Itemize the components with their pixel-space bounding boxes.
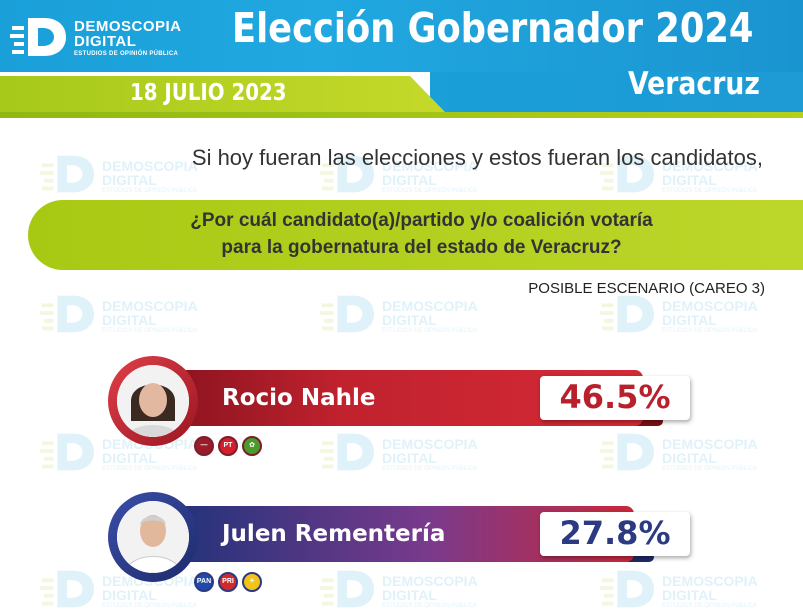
logo-line-2: DIGITAL [74,33,137,50]
page-subtitle: Veracruz [628,66,760,102]
watermark-line3: ESTUDIOS DE OPINIÓN PÚBLICA [662,466,758,472]
person-icon [117,501,189,573]
pt-icon: PT [218,436,238,456]
watermark-d-icon [40,433,95,471]
watermark-line1: DEMOSCOPIA [382,298,478,314]
watermark-line2: DIGITAL [662,172,717,188]
header-blue-band [0,0,803,72]
watermark-line1: DEMOSCOPIA [382,158,478,174]
percentage-label: 27.8% [559,514,671,552]
watermark-line1: DEMOSCOPIA [102,158,198,174]
watermark-line3: ESTUDIOS DE OPINIÓN PÚBLICA [102,603,198,609]
watermark-d-icon [600,295,655,333]
watermark-line2: DIGITAL [102,172,157,188]
watermark-line2: DIGITAL [662,312,717,328]
watermark-line3: ESTUDIOS DE OPINIÓN PÚBLICA [382,603,478,609]
question-intro: Si hoy fueran las elecciones y estos fue… [191,145,763,170]
pvem-icon: ✿ [242,436,262,456]
watermark-line1: DEMOSCOPIA [662,158,758,174]
percentage-label: 46.5% [559,378,671,416]
candidate-avatar [108,356,198,446]
watermark-line3: ESTUDIOS DE OPINIÓN PÚBLICA [382,466,478,472]
watermark-line2: DIGITAL [102,312,157,328]
pan-icon: PAN [194,572,214,592]
logo-line-3: ESTUDIOS DE OPINIÓN PÚBLICA [74,51,179,57]
watermark-line3: ESTUDIOS DE OPINIÓN PÚBLICA [662,328,758,334]
watermark-line1: DEMOSCOPIA [662,436,758,452]
question-line-2: para la gobernatura del estado de Veracr… [221,237,622,258]
morena-icon: — [194,436,214,456]
question-band [28,200,803,270]
watermark-d-icon [320,433,375,471]
demoscopia-logo: DEMOSCOPIA DIGITAL ESTUDIOS DE OPINIÓN P… [10,14,205,62]
watermark-d-icon [40,155,95,193]
watermark-line3: ESTUDIOS DE OPINIÓN PÚBLICA [382,328,478,334]
watermark-line2: DIGITAL [662,450,717,466]
question-line-1: ¿Por cuál candidato(a)/partido y/o coali… [190,210,653,231]
watermark-line3: ESTUDIOS DE OPINIÓN PÚBLICA [102,188,198,194]
watermark-line1: DEMOSCOPIA [662,573,758,589]
pri-icon: PRI [218,572,238,592]
logo-line-1: DEMOSCOPIA [74,18,182,35]
watermark-d-icon [600,433,655,471]
watermark-line1: DEMOSCOPIA [382,436,478,452]
percentage-box [540,512,690,556]
candidate-avatar [108,492,198,582]
watermark-line3: ESTUDIOS DE OPINIÓN PÚBLICA [102,466,198,472]
prd-icon: ☀ [242,572,262,592]
watermark-line2: DIGITAL [102,450,157,466]
candidate-name: Rocio Nahle [222,385,376,411]
watermark-line3: ESTUDIOS DE OPINIÓN PÚBLICA [662,603,758,609]
watermark-line2: DIGITAL [382,587,437,603]
candidate-row: Rocio Nahle 46.5% — PT ✿ [0,356,803,476]
watermark-line2: DIGITAL [102,587,157,603]
avatar-photo [117,365,189,437]
watermark-d-icon [40,570,95,608]
header: DEMOSCOPIA DIGITAL ESTUDIOS DE OPINIÓN P… [0,0,803,118]
watermark-line2: DIGITAL [662,587,717,603]
watermark-d-icon [320,295,375,333]
demoscopia-d-icon [10,18,66,56]
watermark-line1: DEMOSCOPIA [382,573,478,589]
watermark-line1: DEMOSCOPIA [662,298,758,314]
watermark-d-icon [600,570,655,608]
watermark-line2: DIGITAL [382,450,437,466]
candidate-name: Julen Rementería [222,521,446,547]
watermark-d-icon [320,155,375,193]
header-blue-band-lower [430,72,803,112]
watermark-d-icon [600,155,655,193]
avatar-photo [117,501,189,573]
watermark-line2: DIGITAL [382,312,437,328]
watermark-d-icon [40,295,95,333]
watermark-line3: ESTUDIOS DE OPINIÓN PÚBLICA [662,188,758,194]
watermark-d-icon [320,570,375,608]
watermark-line2: DIGITAL [382,172,437,188]
page-title: Elección Gobernador 2024 [232,4,754,52]
watermark-line3: ESTUDIOS DE OPINIÓN PÚBLICA [382,188,478,194]
watermark-line1: DEMOSCOPIA [102,298,198,314]
date-band [0,76,445,112]
candidate-row: Julen Rementería 27.8% PAN PRI ☀ [0,492,803,611]
person-icon [117,365,189,437]
scenario-label: POSIBLE ESCENARIO (CAREO 3) [528,280,765,297]
percentage-box [540,376,690,420]
header-green-line [0,112,803,118]
watermark-line3: ESTUDIOS DE OPINIÓN PÚBLICA [102,328,198,334]
survey-date: 18 JULIO 2023 [130,80,287,106]
